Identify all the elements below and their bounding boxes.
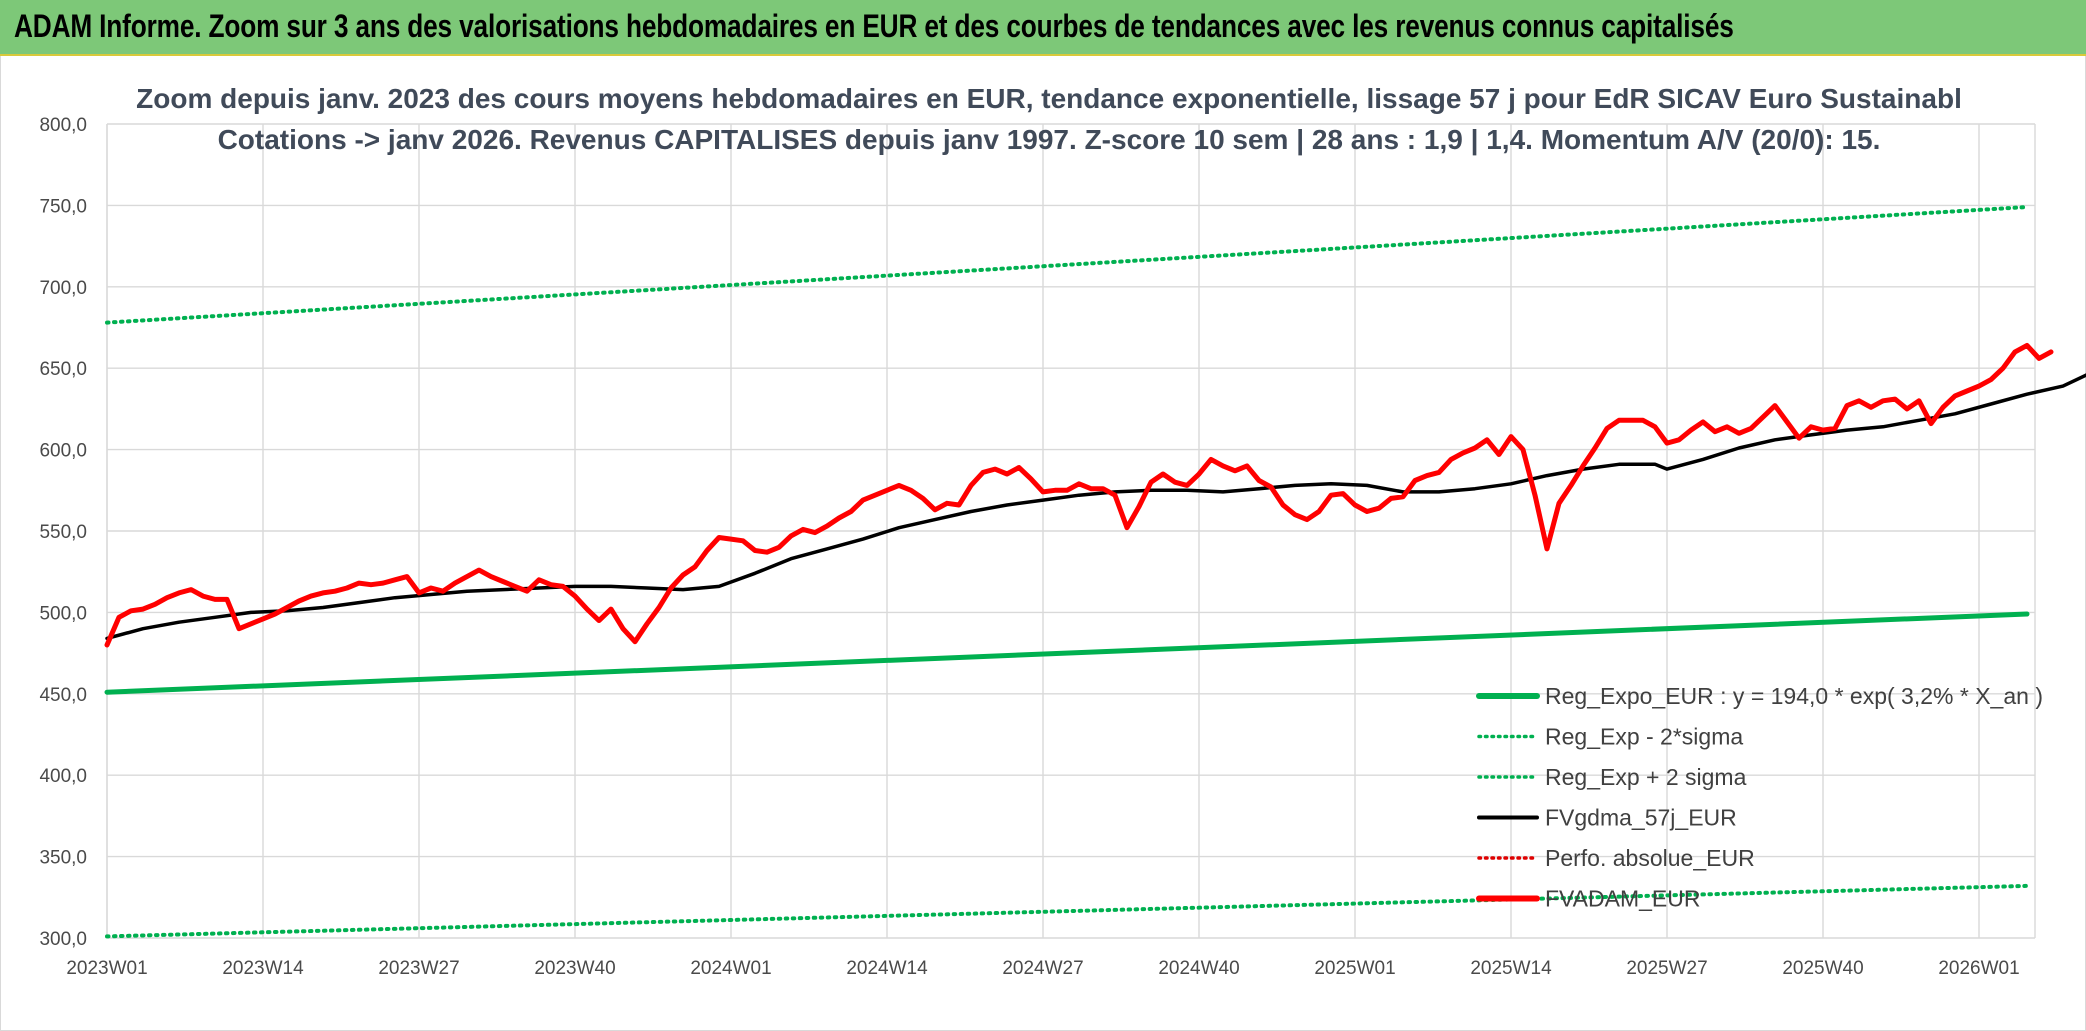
y-tick-label: 500,0	[39, 603, 87, 624]
legend-label: Perfo. absolue_EUR	[1545, 845, 1755, 871]
legend-label: FVgdma_57j_EUR	[1545, 805, 1737, 831]
series-line	[104, 342, 2054, 648]
x-tick-label: 2024W14	[846, 958, 928, 979]
y-tick-label: 550,0	[39, 522, 87, 543]
report-title: ADAM Informe. Zoom sur 3 ans des valoris…	[14, 8, 1734, 44]
x-tick-label: 2026W01	[1938, 958, 2019, 979]
x-tick-label: 2025W40	[1782, 958, 1863, 979]
y-tick-label: 400,0	[39, 766, 87, 787]
legend-label: Reg_Exp + 2 sigma	[1545, 764, 1747, 790]
x-tick-label: 2023W40	[534, 958, 615, 979]
x-tick-label: 2024W27	[1002, 958, 1083, 979]
x-tick-label: 2025W14	[1470, 958, 1552, 979]
chart-subtitle: Cotations -> janv 2026. Revenus CAPITALI…	[218, 124, 1881, 155]
x-tick-label: 2024W01	[690, 958, 771, 979]
x-tick-label: 2023W27	[378, 958, 459, 979]
report-banner: ADAM Informe. Zoom sur 3 ans des valoris…	[0, 0, 2086, 56]
grid	[106, 123, 2036, 939]
x-tick-label: 2025W01	[1314, 958, 1395, 979]
y-tick-label: 450,0	[39, 685, 87, 706]
series-layer	[104, 205, 2086, 939]
x-tick-label: 2025W27	[1626, 958, 1707, 979]
legend-label: Reg_Expo_EUR : y = 194,0 * exp( 3,2% * X…	[1545, 683, 2043, 709]
x-tick-label: 2024W40	[1158, 958, 1239, 979]
series-line	[104, 611, 2030, 695]
legend-label: FVADAM_EUR	[1545, 886, 1701, 912]
chart-title: Zoom depuis janv. 2023 des cours moyens …	[136, 83, 1962, 114]
y-tick-label: 650,0	[39, 359, 87, 380]
series-line	[105, 373, 2086, 641]
y-tick-label: 700,0	[39, 278, 87, 299]
y-tick-label: 350,0	[39, 848, 87, 869]
y-tick-label: 750,0	[39, 196, 87, 217]
line-chart: 800,0 750,0 700,0 650,0 600,0 550,0 500,0 450,0…	[39, 83, 2086, 979]
y-axis-ticks: 800,0 750,0 700,0 650,0 600,0 550,0 500,0 450,0…	[39, 115, 87, 950]
series-line	[105, 883, 2029, 939]
x-tick-label: 2023W01	[66, 958, 147, 979]
y-tick-label: 300,0	[39, 929, 87, 950]
y-tick-label: 600,0	[39, 441, 87, 462]
legend: Reg_Expo_EUR : y = 194,0 * exp( 3,2% * X…	[1476, 683, 2043, 912]
chart-frame: 800,0 750,0 700,0 650,0 600,0 550,0 500,0 450,0…	[0, 56, 2086, 1031]
y-tick-label: 800,0	[39, 115, 87, 136]
legend-label: Reg_Exp - 2*sigma	[1545, 724, 1743, 750]
series-line	[105, 205, 2029, 325]
x-tick-label: 2023W14	[222, 958, 304, 979]
x-axis-ticks: 2023W01 2023W14 2023W27 2023W40 2024W01 2024W…	[66, 958, 2019, 979]
